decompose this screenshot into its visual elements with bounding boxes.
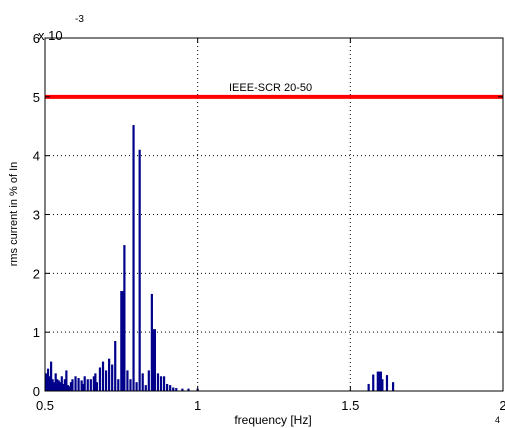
x-tick-label: 0.5 <box>36 398 54 413</box>
bar <box>152 329 155 391</box>
bar <box>56 379 59 391</box>
bar <box>181 388 184 391</box>
y-tick-label: 6 <box>33 31 40 46</box>
bar <box>63 379 66 391</box>
bar <box>121 290 124 391</box>
bar <box>50 361 53 391</box>
y-tick-label: 4 <box>33 149 40 164</box>
bar <box>123 245 126 391</box>
x-tick-label: 1.5 <box>341 398 359 413</box>
bar <box>372 374 375 391</box>
bar <box>82 383 85 391</box>
bar <box>62 383 65 391</box>
bar <box>135 382 138 391</box>
bar <box>48 376 51 391</box>
bar <box>101 361 105 391</box>
y-tick-label: 3 <box>33 208 40 223</box>
x-tick-label: 2 <box>499 398 505 413</box>
bar <box>141 373 144 391</box>
bar <box>71 379 74 391</box>
bar <box>126 370 129 391</box>
bar <box>92 376 95 391</box>
bar <box>376 371 379 391</box>
bar <box>69 382 73 391</box>
limit-line-label: IEEE-SCR 20-50 <box>229 82 312 94</box>
bar <box>74 376 77 391</box>
axis-ticks: 0.5 1 1.5 2 0 1 2 3 4 5 6 <box>33 31 505 413</box>
bar <box>60 376 63 391</box>
bar <box>379 371 382 391</box>
bar <box>83 376 86 391</box>
y-exponent-power: -3 <box>75 14 84 25</box>
y-tick-label: 1 <box>33 325 40 340</box>
y-axis-label: rms current in % of In <box>8 162 20 267</box>
bar <box>65 370 68 391</box>
bar <box>156 373 160 391</box>
bar <box>144 385 147 391</box>
y-tick-label: 2 <box>33 266 40 281</box>
bar <box>59 382 62 391</box>
bar <box>94 373 97 391</box>
bar <box>138 149 141 391</box>
bar <box>57 380 60 391</box>
bar <box>391 382 395 391</box>
bar <box>175 388 178 391</box>
bar <box>46 368 50 391</box>
bar <box>162 376 166 391</box>
bar <box>54 373 57 391</box>
x-exponent-label: 4 <box>495 415 500 425</box>
bar <box>53 382 56 391</box>
bar <box>108 358 111 391</box>
bar <box>187 388 190 391</box>
bar <box>86 379 89 391</box>
bar <box>120 290 123 391</box>
bar <box>111 364 114 391</box>
bar <box>378 371 381 391</box>
limit-line-group: IEEE-SCR 20-50 <box>45 82 503 99</box>
bar <box>385 375 389 391</box>
bar <box>89 379 92 391</box>
bar <box>68 386 71 391</box>
bar <box>129 379 132 391</box>
bar <box>104 370 108 391</box>
bar <box>51 379 54 391</box>
y-exponent-label: x 10 <box>38 28 63 43</box>
bar <box>114 340 117 391</box>
bar <box>367 383 370 391</box>
x-tick-label: 1 <box>194 398 201 413</box>
bar <box>66 385 69 391</box>
y-tick-label: 5 <box>33 90 40 105</box>
x-axis-label: frequency [Hz] <box>234 413 311 427</box>
y-tick-label: 0 <box>33 384 40 399</box>
bar <box>150 293 153 391</box>
bar <box>95 382 99 391</box>
bar <box>77 378 80 391</box>
bar <box>153 329 157 391</box>
bar <box>80 380 83 391</box>
bar <box>381 379 384 391</box>
bar <box>169 385 172 391</box>
bar <box>172 387 175 391</box>
bar <box>117 379 120 391</box>
bar <box>45 373 48 391</box>
bar <box>159 376 163 391</box>
bar <box>98 367 102 391</box>
bar <box>132 125 135 391</box>
bar <box>166 383 169 391</box>
bars <box>45 125 395 391</box>
bar <box>147 370 150 391</box>
